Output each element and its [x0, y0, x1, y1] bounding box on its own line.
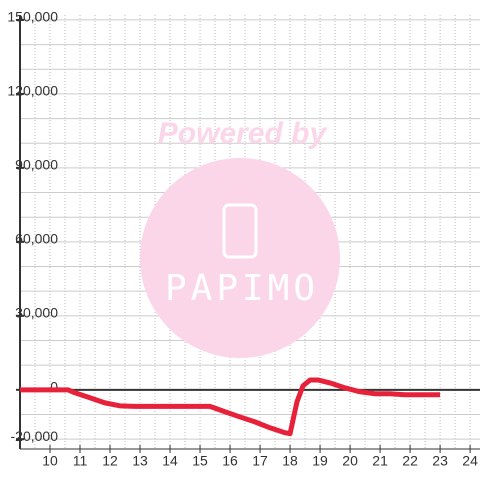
y-tick-label: 0 — [50, 379, 58, 395]
x-tick-label: 24 — [462, 453, 478, 469]
x-tick-label: 18 — [282, 453, 298, 469]
y-tick-label: -20,000 — [11, 428, 59, 444]
y-tick-label: 90,000 — [15, 157, 58, 173]
x-tick-label: 16 — [222, 453, 238, 469]
y-tick-label: 60,000 — [15, 231, 58, 247]
x-tick-label: 13 — [132, 453, 148, 469]
y-tick-label: 120,000 — [7, 83, 58, 99]
y-tick-label: 30,000 — [15, 305, 58, 321]
watermark-phone — [222, 203, 258, 259]
x-tick-label: 14 — [162, 453, 178, 469]
x-tick-label: 17 — [252, 453, 268, 469]
watermark-top: Powered by — [158, 117, 328, 150]
x-tick-label: 22 — [402, 453, 418, 469]
series-line — [20, 377, 441, 437]
x-tick-label: 12 — [102, 453, 118, 469]
watermark-brand: PAPIMO — [165, 268, 319, 309]
x-tick-label: 20 — [342, 453, 358, 469]
x-tick-label: 21 — [372, 453, 388, 469]
x-tick-label: 19 — [312, 453, 328, 469]
x-tick-label: 11 — [73, 453, 88, 469]
x-tick-label: 15 — [192, 453, 208, 469]
watermark: Powered by PAPIMO — [140, 117, 340, 358]
x-tick-label: 10 — [42, 453, 58, 469]
x-tick-label: 23 — [432, 453, 448, 469]
y-tick-label: 150,000 — [7, 9, 58, 25]
